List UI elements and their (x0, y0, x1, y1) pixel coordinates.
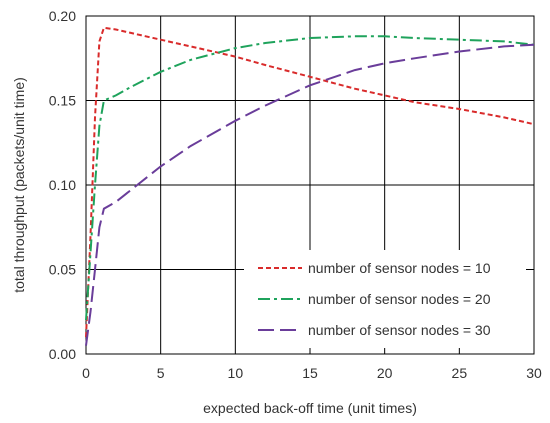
series-line-3 (85, 43, 535, 346)
x-tick-label: 25 (452, 365, 468, 381)
y-tick-label: 0.20 (49, 8, 76, 24)
x-tick-label: 0 (82, 365, 90, 381)
x-tick-label: 5 (157, 365, 165, 381)
y-axis-label: total throughput (packets/unit time) (11, 77, 27, 293)
series-layer (85, 26, 535, 346)
x-tick-label: 15 (302, 365, 318, 381)
legend-label-3: number of sensor nodes = 30 (308, 322, 491, 338)
legend: number of sensor nodes = 10 number of sen… (244, 250, 526, 348)
series-line-1 (85, 26, 535, 338)
y-tick-label: 0.05 (49, 262, 76, 278)
y-tick-label: 0.15 (49, 93, 76, 109)
plot-frame (85, 15, 535, 355)
x-tick-labels: 0 5 10 15 20 25 30 (82, 365, 542, 381)
legend-label-1: number of sensor nodes = 10 (308, 260, 491, 276)
y-tick-label: 0.00 (49, 346, 76, 362)
y-tick-labels: 0.00 0.05 0.10 0.15 0.20 (49, 8, 76, 362)
x-axis-label: expected back-off time (unit times) (203, 400, 417, 416)
x-tick-label: 20 (377, 365, 393, 381)
series-line-2 (85, 35, 535, 321)
x-tick-label: 10 (228, 365, 244, 381)
legend-label-2: number of sensor nodes = 20 (308, 291, 491, 307)
x-tick-label: 30 (526, 365, 542, 381)
y-tick-label: 0.10 (49, 177, 76, 193)
